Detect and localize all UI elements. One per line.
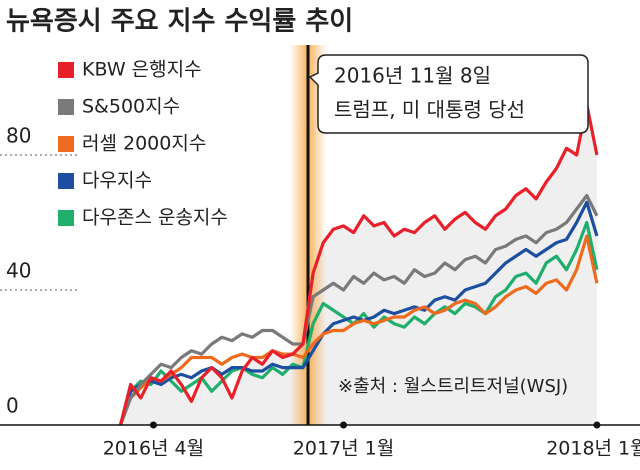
legend-swatch — [58, 210, 74, 226]
y-tick-label: 40 — [6, 259, 31, 283]
x-tick — [593, 421, 601, 429]
legend-swatch — [58, 99, 74, 115]
legend-swatch — [58, 62, 74, 78]
annotation-text: 트럼프, 미 대통령 당선 — [334, 98, 525, 122]
legend-label: 다우지수 — [82, 170, 152, 192]
chart-title: 뉴욕증시 주요 지수 수익률 추이 — [6, 7, 353, 37]
annotation-text: 2016년 11월 8일 — [334, 64, 491, 88]
legend-swatch — [58, 136, 74, 152]
legend-label: 러셀 2000지수 — [82, 133, 206, 155]
line-series — [118, 193, 599, 426]
plot-area: 0 40 80 2016년 4월 2017년 1월 2018년 1월 KBW 은행지수 S&5… — [0, 45, 640, 460]
x-tick-label: 2017년 1월 — [293, 438, 394, 460]
y-tick-label: 80 — [6, 124, 31, 148]
x-tick — [149, 421, 157, 429]
legend-label: S&500지수 — [82, 96, 180, 118]
x-tick — [339, 421, 347, 429]
x-tick-label: 2016년 4월 — [103, 438, 204, 460]
legend-label: KBW 은행지수 — [82, 59, 202, 81]
area-fill — [120, 104, 597, 425]
x-tick-label: 2018년 1월 — [546, 438, 640, 460]
source-note: ※출처 : 월스트리트저널(WSJ) — [338, 376, 568, 397]
annotation-box — [308, 54, 589, 134]
legend-label: 다우존스 운송지수 — [82, 207, 228, 229]
legend-swatch — [58, 173, 74, 189]
line-series — [118, 234, 599, 426]
y-tick-label: 0 — [6, 394, 19, 418]
line-series — [118, 200, 599, 426]
line-series — [118, 102, 599, 426]
